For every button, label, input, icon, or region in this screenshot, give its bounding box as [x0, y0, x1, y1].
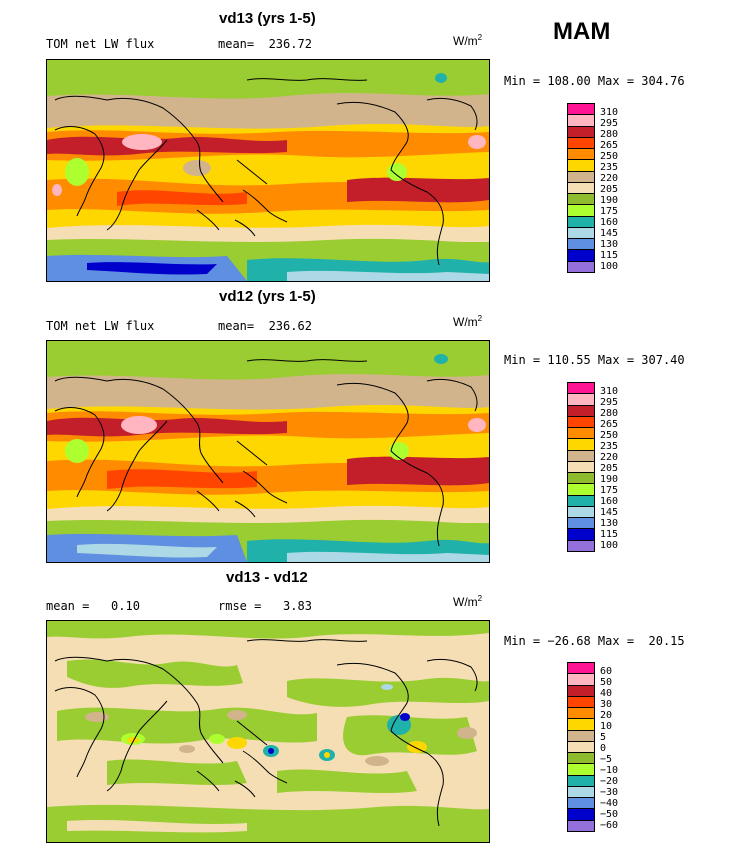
- colorbar-label: 205: [600, 463, 619, 474]
- colorbar-label: 60: [600, 666, 613, 677]
- colorbar-label: 190: [600, 195, 619, 206]
- colorbar-label: 5: [600, 732, 607, 743]
- season-label: MAM: [553, 18, 611, 45]
- field-label: TOM net LW flux: [46, 37, 155, 51]
- colorbar-label: 130: [600, 239, 619, 250]
- panel-title: vd13 (yrs 1-5): [219, 10, 316, 27]
- colorbar-label: −30: [600, 787, 619, 798]
- minmax-label: Min = 108.00 Max = 304.76: [504, 74, 685, 88]
- colorbar-label: 30: [600, 699, 613, 710]
- rmse-label: rmse = 3.83: [218, 599, 312, 613]
- colorbar-label: −20: [600, 776, 619, 787]
- colorbar-label: 50: [600, 677, 613, 688]
- colorbar-label: 145: [600, 507, 619, 518]
- colorbar-label: 220: [600, 452, 619, 463]
- colorbar-label: 175: [600, 485, 619, 496]
- colorbar-label: 160: [600, 217, 619, 228]
- colorbar-label: −60: [600, 820, 619, 831]
- units-label: W/m2: [453, 594, 483, 609]
- panel-title: vd12 (yrs 1-5): [219, 288, 316, 305]
- colorbar-label: 250: [600, 151, 619, 162]
- panel-title: vd13 - vd12: [226, 569, 308, 586]
- colorbar-label: 130: [600, 518, 619, 529]
- colorbar-label: 295: [600, 397, 619, 408]
- minmax-label: Min = 110.55 Max = 307.40: [504, 353, 685, 367]
- map-plot: [47, 60, 489, 281]
- colorbar-label: 280: [600, 408, 619, 419]
- colorbar-vd12: [567, 382, 595, 552]
- colorbar-label: 310: [600, 107, 619, 118]
- map-plot: [47, 621, 489, 842]
- colorbar-label: 115: [600, 529, 619, 540]
- colorbar-label: 280: [600, 129, 619, 140]
- colorbar-label: 10: [600, 721, 613, 732]
- colorbar-label: 250: [600, 430, 619, 441]
- colorbar-label: 175: [600, 206, 619, 217]
- mean-label: mean = 0.10: [46, 599, 140, 613]
- colorbar-label: 295: [600, 118, 619, 129]
- colorbar-label: 220: [600, 173, 619, 184]
- colorbar-label: 235: [600, 441, 619, 452]
- colorbar-label: 100: [600, 261, 619, 272]
- minmax-label: Min = −26.68 Max = 20.15: [504, 634, 685, 648]
- mean-label: mean= 236.72: [218, 37, 312, 51]
- colorbar-label: 310: [600, 386, 619, 397]
- units-label: W/m2: [453, 314, 483, 329]
- colorbar-label: −50: [600, 809, 619, 820]
- colorbar-label: 20: [600, 710, 613, 721]
- colorbar-diff: [567, 662, 595, 832]
- colorbar-label: 265: [600, 140, 619, 151]
- colorbar-label: −40: [600, 798, 619, 809]
- colorbar-label: −10: [600, 765, 619, 776]
- colorbar-label: 205: [600, 184, 619, 195]
- colorbar-label: 160: [600, 496, 619, 507]
- mean-label: mean= 236.62: [218, 319, 312, 333]
- map-plot: [47, 341, 489, 562]
- colorbar-label: 265: [600, 419, 619, 430]
- colorbar-vd13: [567, 103, 595, 273]
- units-label: W/m2: [453, 33, 483, 48]
- colorbar-label: 190: [600, 474, 619, 485]
- colorbar-label: 40: [600, 688, 613, 699]
- field-label: TOM net LW flux: [46, 319, 155, 333]
- colorbar-label: 235: [600, 162, 619, 173]
- map-vd13: [46, 59, 490, 282]
- colorbar-label: 100: [600, 540, 619, 551]
- colorbar-label: −5: [600, 754, 613, 765]
- map-diff: [46, 620, 490, 843]
- map-vd12: [46, 340, 490, 563]
- colorbar-label: 0: [600, 743, 607, 754]
- colorbar-label: 115: [600, 250, 619, 261]
- colorbar-label: 145: [600, 228, 619, 239]
